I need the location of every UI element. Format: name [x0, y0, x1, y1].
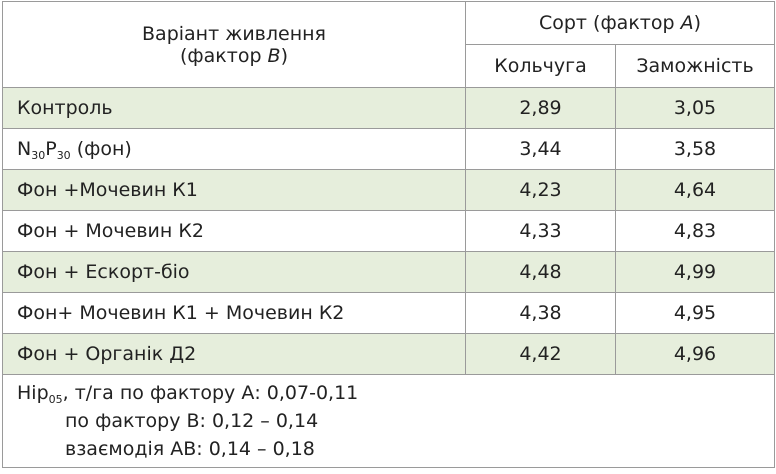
- header-row: Варіант живлення (фактор B) Сорт (фактор A…: [2, 1, 775, 88]
- italic-text: A: [680, 12, 694, 34]
- header-line: Варіант живлення: [17, 23, 451, 45]
- data-row: N30P30 (фон) 3,44 3,58: [2, 128, 775, 170]
- cell-value: 4,33: [465, 210, 616, 252]
- cell-value: 4,23: [465, 169, 616, 211]
- cell-value: 4,38: [465, 292, 616, 334]
- text: Фон + Ескорт-біо: [17, 261, 190, 283]
- cell-value: 4,96: [615, 333, 775, 375]
- text: Фон + Мочевин К2: [17, 220, 204, 242]
- text: ): [693, 12, 702, 34]
- text: по фактору В: 0,12 – 0,14: [65, 410, 319, 432]
- cell-value: 4,99: [615, 251, 775, 293]
- data-row: Фон+ Мочевин К1 + Мочевин К2 4,38 4,95: [2, 292, 775, 334]
- data-row: Фон + Мочевин К2 4,33 4,83: [2, 210, 775, 252]
- text: , т/га по фактору А: 0,07-0,11: [62, 382, 359, 404]
- cell-value: 4,95: [615, 292, 775, 334]
- text: взаємодія АВ: 0,14 – 0,18: [65, 438, 315, 460]
- subscript: 05: [48, 393, 63, 406]
- data-row: Контроль 2,89 3,05: [2, 87, 775, 129]
- row-label: Фон + Органік Д2: [2, 333, 466, 375]
- sort-header: Сорт (фактор A): [465, 1, 775, 45]
- header-line: (фактор B): [17, 45, 451, 67]
- column-header: Заможність: [615, 44, 775, 88]
- header-row: Кольчуга Заможність: [3, 44, 775, 88]
- text: N: [17, 138, 32, 160]
- text: Сорт (фактор: [538, 12, 681, 34]
- row-label: Фон + Ескорт-біо: [2, 251, 466, 293]
- subscript: 30: [56, 149, 71, 162]
- text: (фактор: [179, 44, 268, 67]
- data-row: Фон + Ескорт-біо 4,48 4,99: [2, 251, 775, 293]
- note-row: Hip05, т/га по фактору А: 0,07-0,11 по фа…: [2, 374, 775, 468]
- cell-value: 4,83: [615, 210, 775, 252]
- note-line: взаємодія АВ: 0,14 – 0,18: [17, 435, 760, 463]
- text: Контроль: [17, 97, 113, 119]
- cell-value: 4,42: [465, 333, 616, 375]
- row-label: Фон + Мочевин К2: [2, 210, 466, 252]
- italic-text: B: [267, 44, 281, 67]
- text: Hip: [17, 382, 49, 404]
- text: ): [280, 44, 289, 67]
- row-label: Фон +Мочевин К1: [2, 169, 466, 211]
- variant-header: Варіант живлення (фактор B): [2, 1, 466, 88]
- data-row: Фон +Мочевин К1 4,23 4,64: [2, 169, 775, 211]
- note: Hip05, т/га по фактору А: 0,07-0,11 по фа…: [2, 374, 775, 468]
- cell-value: 3,05: [615, 87, 775, 129]
- subscript: 30: [31, 149, 46, 162]
- text: Фон +Мочевин К1: [17, 179, 198, 201]
- text: Фон+ Мочевин К1 + Мочевин К2: [17, 302, 345, 324]
- column-header: Кольчуга: [465, 44, 616, 88]
- text: Фон + Органік Д2: [17, 343, 197, 365]
- cell-value: 4,48: [465, 251, 616, 293]
- note-line: по фактору В: 0,12 – 0,14: [17, 407, 760, 435]
- cell-value: 2,89: [465, 87, 616, 129]
- row-label: Контроль: [2, 87, 466, 129]
- cell-value: 3,44: [465, 128, 616, 170]
- row-label: N30P30 (фон): [2, 128, 466, 170]
- note-line: Hip05, т/га по фактору А: 0,07-0,11: [17, 379, 760, 407]
- data-row: Фон + Органік Д2 4,42 4,96: [2, 333, 775, 375]
- text: P: [45, 138, 57, 160]
- cell-value: 3,58: [615, 128, 775, 170]
- cell-value: 4,64: [615, 169, 775, 211]
- text: (фон): [70, 138, 132, 160]
- text: Варіант живлення: [142, 22, 326, 45]
- row-label: Фон+ Мочевин К1 + Мочевин К2: [2, 292, 466, 334]
